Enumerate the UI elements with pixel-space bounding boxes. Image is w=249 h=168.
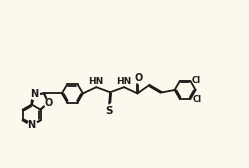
Text: Cl: Cl: [192, 95, 201, 104]
Text: HN: HN: [88, 77, 103, 86]
Text: O: O: [45, 98, 53, 108]
Text: Cl: Cl: [192, 76, 201, 85]
Text: N: N: [28, 120, 36, 130]
Text: S: S: [105, 106, 113, 116]
Text: HN: HN: [116, 77, 131, 86]
Text: O: O: [134, 73, 142, 83]
Text: N: N: [30, 90, 38, 99]
